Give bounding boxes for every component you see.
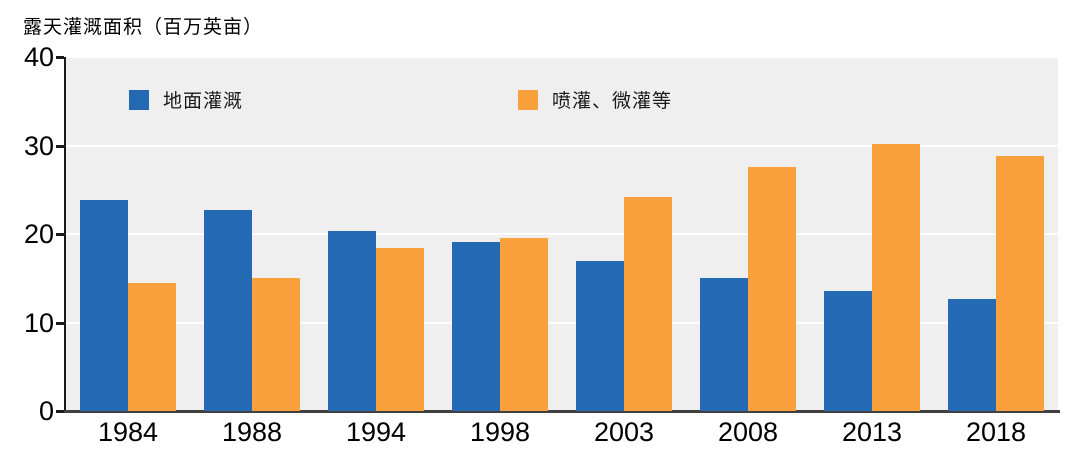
y-axis-tick-20	[56, 233, 64, 236]
gridline-10	[66, 321, 1058, 324]
bar-1994-series-1	[376, 248, 424, 411]
chart-title: 露天灌溉面积（百万英亩）	[23, 16, 264, 38]
y-axis-label-10: 10	[23, 307, 54, 338]
bar-1998-series-0	[452, 241, 500, 411]
bar-1988-series-1	[252, 278, 300, 411]
legend-swatch-icon	[129, 89, 149, 110]
legend-label: 地面灌溉	[163, 91, 244, 112]
legend-item-1: 喷灌、微灌等	[518, 86, 672, 113]
legend-item-0: 地面灌溉	[129, 86, 243, 113]
y-axis-label-20: 20	[23, 219, 54, 249]
x-axis-label-2013: 2013	[841, 417, 903, 447]
x-axis-label-1998: 1998	[469, 417, 531, 447]
bar-2013-series-1	[872, 143, 920, 411]
bar-2018-series-1	[996, 156, 1044, 411]
bar-1984-series-1	[128, 282, 176, 411]
bar-2018-series-0	[948, 298, 996, 411]
chart-legend: 地面灌溉 喷灌、微灌等	[0, 86, 1080, 113]
bar-1998-series-1	[500, 238, 548, 411]
y-axis-tick-10	[56, 321, 64, 325]
x-axis-line	[63, 410, 1060, 413]
x-axis-label-1994: 1994	[345, 417, 407, 447]
y-axis-line	[64, 57, 66, 412]
y-axis-tick-40	[56, 56, 64, 59]
x-axis-label-1988: 1988	[221, 417, 283, 447]
legend-swatch-icon	[518, 89, 538, 110]
y-axis-tick-30	[56, 144, 64, 148]
x-axis-label-2008: 2008	[717, 417, 779, 447]
bar-2003-series-1	[624, 196, 672, 411]
bar-1994-series-0	[328, 231, 376, 411]
x-axis-label-2003: 2003	[593, 417, 655, 447]
y-axis-label-0: 0	[38, 396, 54, 426]
bar-2008-series-0	[700, 278, 748, 411]
x-axis-label-2018: 2018	[965, 417, 1027, 447]
bar-2003-series-0	[576, 261, 624, 411]
plot-area	[66, 56, 1058, 411]
bar-2008-series-1	[748, 166, 796, 411]
gridline-20	[66, 233, 1058, 235]
x-axis-label-1984: 1984	[97, 417, 159, 447]
y-axis-tick-0	[56, 410, 64, 413]
bar-2013-series-0	[824, 290, 872, 411]
legend-label: 喷灌、微灌等	[552, 91, 673, 112]
y-axis-label-30: 30	[23, 130, 54, 161]
bar-1988-series-0	[204, 210, 252, 411]
gridline-30	[66, 144, 1058, 147]
y-axis-label-40: 40	[23, 42, 54, 72]
bar-1984-series-0	[80, 199, 128, 411]
gridline-40	[66, 56, 1058, 58]
